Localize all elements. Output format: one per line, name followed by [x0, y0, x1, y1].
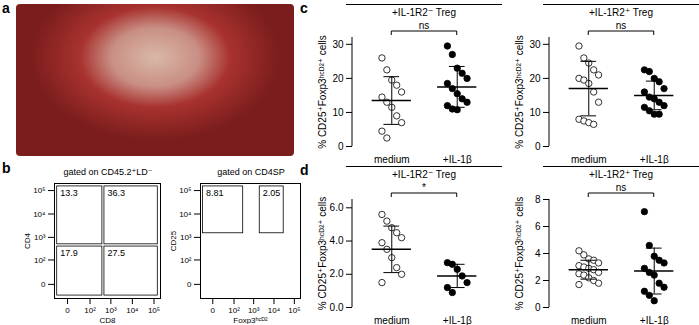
svg-text:2: 2 [535, 275, 541, 286]
svg-text:10²: 10² [228, 306, 240, 315]
svg-text:10⁴: 10⁴ [126, 306, 139, 315]
svg-text:CD8: CD8 [99, 316, 116, 325]
svg-text:10⁵: 10⁵ [148, 306, 160, 315]
svg-text:medium: medium [374, 154, 410, 164]
svg-text:10²: 10² [84, 306, 96, 315]
svg-text:6.0: 6.0 [330, 202, 344, 213]
svg-text:10⁵: 10⁵ [288, 306, 300, 315]
svg-text:0: 0 [535, 141, 541, 152]
svg-text:10³: 10³ [180, 233, 192, 242]
svg-text:medium: medium [571, 154, 607, 164]
svg-text:% CD25⁺Foxp3ʰᶜᴰ²⁺ cells: % CD25⁺Foxp3ʰᶜᴰ²⁺ cells [317, 35, 328, 149]
html-text:c: c [300, 0, 308, 16]
svg-text:0: 0 [65, 306, 70, 315]
html-text:+IL-1R2⁻ Treg: +IL-1R2⁻ Treg [392, 169, 456, 180]
html-text:d: d [300, 162, 309, 178]
svg-text:10⁴: 10⁴ [33, 210, 46, 219]
svg-text:0: 0 [187, 280, 192, 289]
html-text:+IL-1R2⁻ Treg: +IL-1R2⁻ Treg [392, 7, 456, 18]
svg-text:*: * [422, 182, 426, 193]
svg-text:10⁵: 10⁵ [33, 186, 45, 195]
svg-text:2.0: 2.0 [330, 268, 344, 279]
svg-text:% CD25⁺Foxp3ʰᶜᴰ²⁺ cells: % CD25⁺Foxp3ʰᶜᴰ²⁺ cells [514, 35, 525, 149]
svg-text:10²: 10² [180, 256, 192, 265]
svg-text:0: 0 [41, 280, 46, 289]
svg-text:10: 10 [529, 107, 541, 118]
svg-text:% CD25⁺Foxp3ʰᶜᴰ²⁺ cells: % CD25⁺Foxp3ʰᶜᴰ²⁺ cells [514, 197, 525, 311]
svg-text:10³: 10³ [34, 233, 46, 242]
svg-text:10²: 10² [34, 256, 46, 265]
svg-text:8.81: 8.81 [206, 188, 224, 198]
svg-text:10³: 10³ [105, 306, 117, 315]
svg-text:+IL-1β: +IL-1β [640, 315, 669, 325]
svg-text:10³: 10³ [248, 306, 260, 315]
svg-text:medium: medium [571, 315, 607, 325]
svg-text:0: 0 [338, 141, 344, 152]
html-text:gated on CD45.2⁺LD⁻: gated on CD45.2⁺LD⁻ [63, 167, 153, 177]
svg-text:0.0: 0.0 [330, 302, 344, 313]
svg-text:10⁴: 10⁴ [268, 306, 281, 315]
html-text:+IL-1R2⁺ Treg: +IL-1R2⁺ Treg [589, 7, 653, 18]
svg-text:30: 30 [529, 39, 541, 50]
svg-text:20: 20 [529, 73, 541, 84]
svg-text:17.9: 17.9 [60, 248, 78, 258]
svg-text:Foxp3ʰᶜᴰ²: Foxp3ʰᶜᴰ² [233, 316, 268, 325]
svg-text:30: 30 [332, 39, 344, 50]
html-text:+IL-1R2⁺ Treg: +IL-1R2⁺ Treg [589, 169, 653, 180]
svg-text:10: 10 [332, 107, 344, 118]
svg-text:8: 8 [535, 194, 541, 205]
svg-text:10⁵: 10⁵ [179, 186, 191, 195]
svg-text:4: 4 [535, 248, 541, 259]
svg-text:2.05: 2.05 [263, 188, 281, 198]
svg-text:+IL-1β: +IL-1β [443, 315, 472, 325]
svg-text:% CD25⁺Foxp3ʰᶜᴰ²⁺ cells: % CD25⁺Foxp3ʰᶜᴰ²⁺ cells [317, 197, 328, 311]
svg-text:4.0: 4.0 [330, 235, 344, 246]
svg-text:36.3: 36.3 [107, 188, 125, 198]
html-text:gated on CD4SP: gated on CD4SP [217, 167, 285, 177]
svg-text:0: 0 [535, 302, 541, 313]
svg-text:13.3: 13.3 [60, 188, 78, 198]
svg-text:ns: ns [419, 20, 430, 31]
svg-text:medium: medium [374, 315, 410, 325]
svg-text:6: 6 [535, 221, 541, 232]
svg-text:0: 0 [211, 306, 216, 315]
svg-text:+IL-1β: +IL-1β [640, 154, 669, 164]
svg-text:27.5: 27.5 [107, 248, 125, 258]
svg-text:20: 20 [332, 73, 344, 84]
svg-text:10⁴: 10⁴ [179, 210, 192, 219]
svg-text:ns: ns [616, 182, 627, 193]
html-text:b: b [2, 160, 11, 176]
svg-text:+IL-1β: +IL-1β [443, 154, 472, 164]
html-text:a: a [2, 0, 10, 16]
svg-text:CD4: CD4 [23, 232, 32, 249]
svg-text:CD25: CD25 [169, 230, 178, 251]
svg-text:ns: ns [616, 20, 627, 31]
